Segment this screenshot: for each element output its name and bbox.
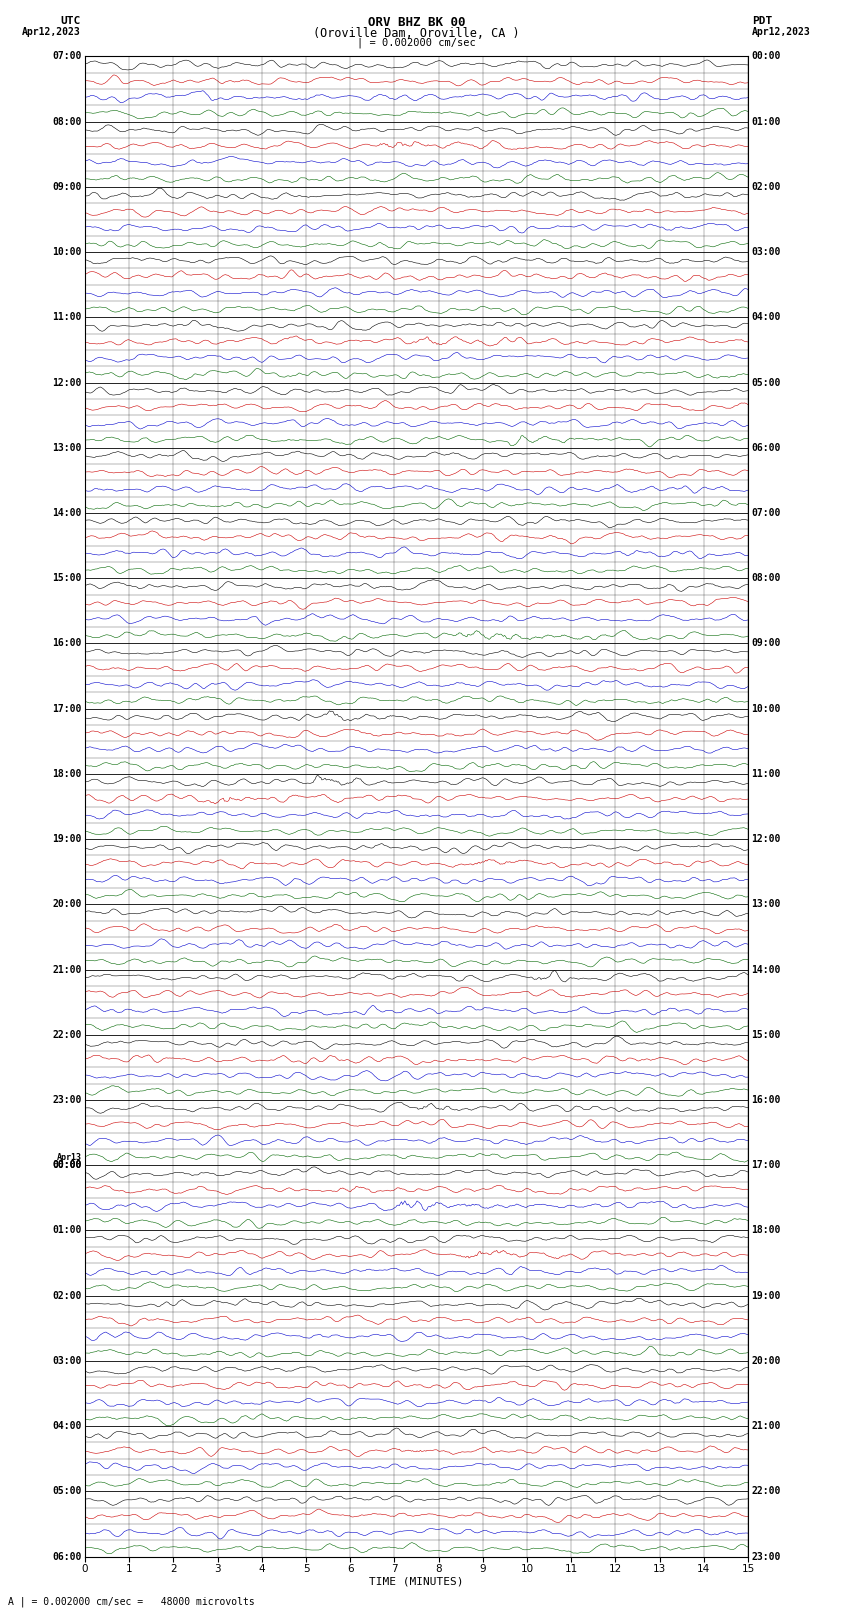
Text: 01:00: 01:00 — [751, 116, 780, 127]
Text: 18:00: 18:00 — [751, 1226, 780, 1236]
Text: 16:00: 16:00 — [751, 1095, 780, 1105]
Text: 12:00: 12:00 — [751, 834, 780, 844]
Text: 00:00: 00:00 — [53, 1160, 82, 1169]
Text: 09:00: 09:00 — [751, 639, 780, 648]
Text: ORV BHZ BK 00: ORV BHZ BK 00 — [368, 16, 465, 29]
Text: 18:00: 18:00 — [53, 769, 82, 779]
Text: 17:00: 17:00 — [751, 1160, 780, 1169]
Text: 02:00: 02:00 — [751, 182, 780, 192]
Text: 16:00: 16:00 — [53, 639, 82, 648]
Text: 17:00: 17:00 — [53, 703, 82, 713]
Text: 12:00: 12:00 — [53, 377, 82, 387]
Text: Apr12,2023: Apr12,2023 — [752, 27, 811, 37]
Text: 09:00: 09:00 — [53, 182, 82, 192]
Text: 11:00: 11:00 — [53, 313, 82, 323]
Text: 13:00: 13:00 — [53, 444, 82, 453]
Text: 22:00: 22:00 — [53, 1029, 82, 1040]
X-axis label: TIME (MINUTES): TIME (MINUTES) — [369, 1578, 464, 1587]
Text: 20:00: 20:00 — [53, 900, 82, 910]
Text: UTC: UTC — [60, 16, 81, 26]
Text: 05:00: 05:00 — [53, 1486, 82, 1497]
Text: | = 0.002000 cm/sec: | = 0.002000 cm/sec — [357, 37, 476, 48]
Text: (Oroville Dam, Oroville, CA ): (Oroville Dam, Oroville, CA ) — [313, 27, 520, 40]
Text: 07:00: 07:00 — [751, 508, 780, 518]
Text: 04:00: 04:00 — [751, 313, 780, 323]
Text: PDT: PDT — [752, 16, 773, 26]
Text: 05:00: 05:00 — [751, 377, 780, 387]
Text: 13:00: 13:00 — [751, 900, 780, 910]
Text: 02:00: 02:00 — [53, 1290, 82, 1300]
Text: 15:00: 15:00 — [53, 573, 82, 584]
Text: 08:00: 08:00 — [53, 116, 82, 127]
Text: 00:00: 00:00 — [53, 1160, 82, 1169]
Text: 20:00: 20:00 — [751, 1357, 780, 1366]
Text: Apr13: Apr13 — [57, 1153, 82, 1161]
Text: 21:00: 21:00 — [751, 1421, 780, 1431]
Text: 10:00: 10:00 — [751, 703, 780, 713]
Text: 23:00: 23:00 — [751, 1552, 780, 1561]
Text: 04:00: 04:00 — [53, 1421, 82, 1431]
Text: 10:00: 10:00 — [53, 247, 82, 256]
Text: 06:00: 06:00 — [53, 1552, 82, 1561]
Text: 14:00: 14:00 — [751, 965, 780, 974]
Text: 03:00: 03:00 — [751, 247, 780, 256]
Text: 15:00: 15:00 — [751, 1029, 780, 1040]
Text: Apr12,2023: Apr12,2023 — [22, 27, 81, 37]
Text: 08:00: 08:00 — [751, 573, 780, 584]
Text: 11:00: 11:00 — [751, 769, 780, 779]
Text: 22:00: 22:00 — [751, 1486, 780, 1497]
Text: 21:00: 21:00 — [53, 965, 82, 974]
Text: 23:00: 23:00 — [53, 1095, 82, 1105]
Text: 00:00: 00:00 — [751, 52, 780, 61]
Text: 19:00: 19:00 — [751, 1290, 780, 1300]
Text: A | = 0.002000 cm/sec =   48000 microvolts: A | = 0.002000 cm/sec = 48000 microvolts — [8, 1597, 255, 1608]
Text: 14:00: 14:00 — [53, 508, 82, 518]
Text: 19:00: 19:00 — [53, 834, 82, 844]
Text: 01:00: 01:00 — [53, 1226, 82, 1236]
Text: 06:00: 06:00 — [751, 444, 780, 453]
Text: 03:00: 03:00 — [53, 1357, 82, 1366]
Text: 07:00: 07:00 — [53, 52, 82, 61]
